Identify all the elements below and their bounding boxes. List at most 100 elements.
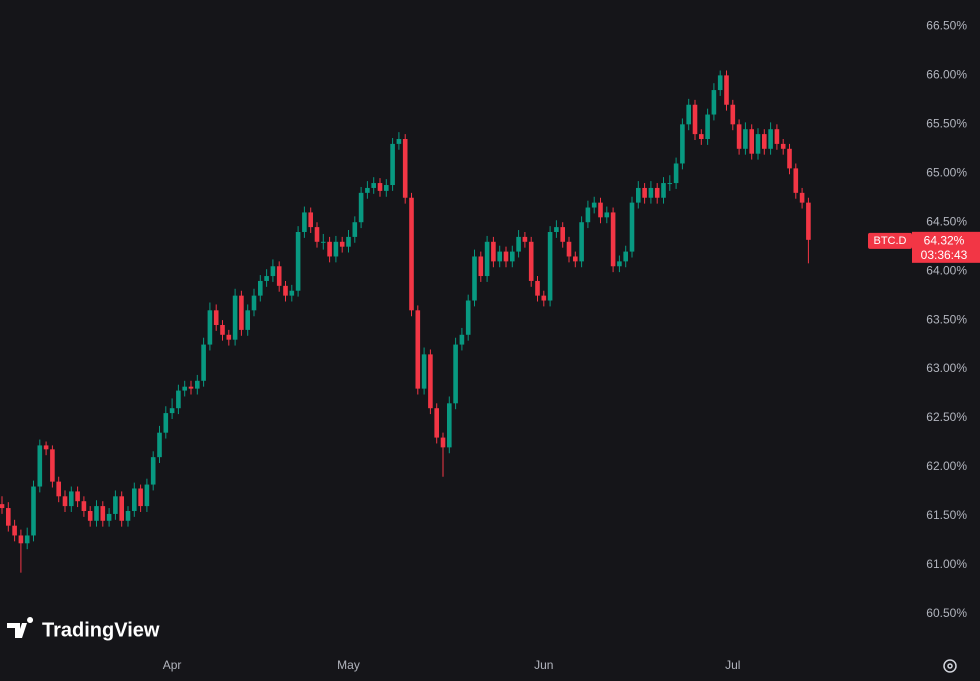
candle-body bbox=[522, 236, 528, 242]
candle-body bbox=[176, 390, 181, 409]
candle-body bbox=[459, 334, 465, 345]
candle-body bbox=[699, 134, 704, 140]
candle-body bbox=[799, 192, 805, 203]
candle-body bbox=[100, 506, 106, 521]
candle-body bbox=[87, 510, 93, 521]
watermark: TradingView bbox=[7, 617, 160, 641]
candle-body bbox=[75, 491, 80, 502]
candle-body bbox=[591, 202, 597, 208]
candles bbox=[0, 70, 811, 573]
settings-gear[interactable] bbox=[943, 659, 957, 673]
candle-body bbox=[762, 134, 767, 149]
candle-body bbox=[478, 256, 484, 277]
candle-body bbox=[409, 197, 414, 311]
candle-body bbox=[573, 256, 578, 262]
candle-body bbox=[314, 227, 320, 242]
candle-body bbox=[119, 496, 124, 521]
candle-body bbox=[150, 457, 156, 485]
candle-body bbox=[125, 510, 131, 521]
candle-body bbox=[503, 251, 509, 262]
candle-body bbox=[138, 488, 143, 507]
candle-body bbox=[195, 380, 200, 389]
candle-body bbox=[705, 114, 710, 140]
candle-body bbox=[396, 139, 402, 144]
candle-body bbox=[453, 344, 458, 404]
candle-body bbox=[472, 256, 477, 301]
candle-body bbox=[207, 310, 213, 345]
y-tick-label: 62.00% bbox=[926, 459, 967, 473]
candle-body bbox=[510, 251, 515, 262]
candle-body bbox=[163, 413, 169, 433]
candle-body bbox=[724, 75, 729, 105]
candle-body bbox=[377, 183, 383, 191]
y-tick-label: 60.50% bbox=[926, 606, 967, 620]
settings-icon[interactable] bbox=[943, 659, 957, 673]
candle-body bbox=[440, 437, 446, 448]
candle-body bbox=[321, 241, 326, 243]
candle-body bbox=[421, 354, 427, 389]
settings-center[interactable] bbox=[947, 663, 953, 669]
candle-body bbox=[636, 187, 641, 203]
candle-body bbox=[465, 300, 471, 335]
candle-body bbox=[295, 232, 301, 291]
candle-body bbox=[144, 484, 150, 507]
candle-body bbox=[447, 403, 452, 448]
y-tick-label: 65.00% bbox=[926, 165, 967, 179]
candle-body bbox=[755, 134, 761, 154]
candle-body bbox=[276, 266, 282, 286]
y-tick-label: 66.50% bbox=[926, 19, 967, 33]
y-tick-label: 64.00% bbox=[926, 263, 967, 277]
candle-body bbox=[554, 227, 559, 233]
candle-body bbox=[390, 143, 395, 186]
candle-body bbox=[642, 187, 647, 198]
candle-body bbox=[598, 202, 603, 218]
candle-body bbox=[50, 449, 55, 482]
candle-body bbox=[132, 488, 137, 511]
candle-body bbox=[743, 129, 748, 149]
candle-body bbox=[541, 295, 547, 301]
candle-body bbox=[484, 241, 490, 277]
candle-body bbox=[69, 491, 74, 507]
candle-body bbox=[491, 241, 496, 262]
candle-body bbox=[213, 310, 219, 325]
candle-body bbox=[528, 241, 534, 281]
candle-body bbox=[535, 280, 540, 296]
candle-body bbox=[648, 187, 654, 198]
candle-body bbox=[264, 276, 269, 281]
y-tick-label: 62.50% bbox=[926, 410, 967, 424]
candle-body bbox=[661, 183, 666, 198]
candle-body bbox=[283, 285, 288, 296]
candle-body bbox=[780, 143, 786, 149]
candle-body bbox=[692, 104, 698, 135]
candle-body bbox=[0, 504, 5, 509]
x-tick-label: Jul bbox=[725, 658, 740, 672]
candle-body bbox=[402, 139, 408, 198]
candle-body bbox=[24, 535, 30, 544]
candle-body bbox=[339, 241, 345, 247]
candle-body bbox=[333, 241, 339, 257]
candle-body bbox=[94, 506, 99, 521]
candle-body bbox=[623, 251, 628, 262]
candle-body bbox=[251, 295, 257, 311]
candle-body bbox=[289, 290, 295, 296]
candle-body bbox=[730, 104, 736, 125]
candle-body bbox=[37, 445, 43, 487]
price-box bbox=[912, 231, 980, 263]
candle-body bbox=[566, 241, 572, 257]
symbol-box bbox=[868, 232, 912, 249]
candle-body bbox=[346, 236, 351, 247]
candle-body bbox=[232, 295, 238, 340]
candle-body bbox=[327, 241, 332, 257]
candle-body bbox=[106, 513, 112, 521]
candle-body bbox=[258, 280, 263, 296]
countdown: 03:36:43 bbox=[921, 248, 968, 262]
candle-body bbox=[31, 486, 36, 536]
candle-body bbox=[686, 104, 691, 125]
candle-body bbox=[654, 187, 660, 198]
candle-body bbox=[56, 481, 61, 497]
candle-body bbox=[12, 525, 17, 536]
last-price-box: BTC.D 64.32% 03:36:43 bbox=[868, 231, 980, 263]
x-tick-label: May bbox=[337, 658, 360, 672]
symbol-label: BTC.D bbox=[874, 235, 907, 247]
